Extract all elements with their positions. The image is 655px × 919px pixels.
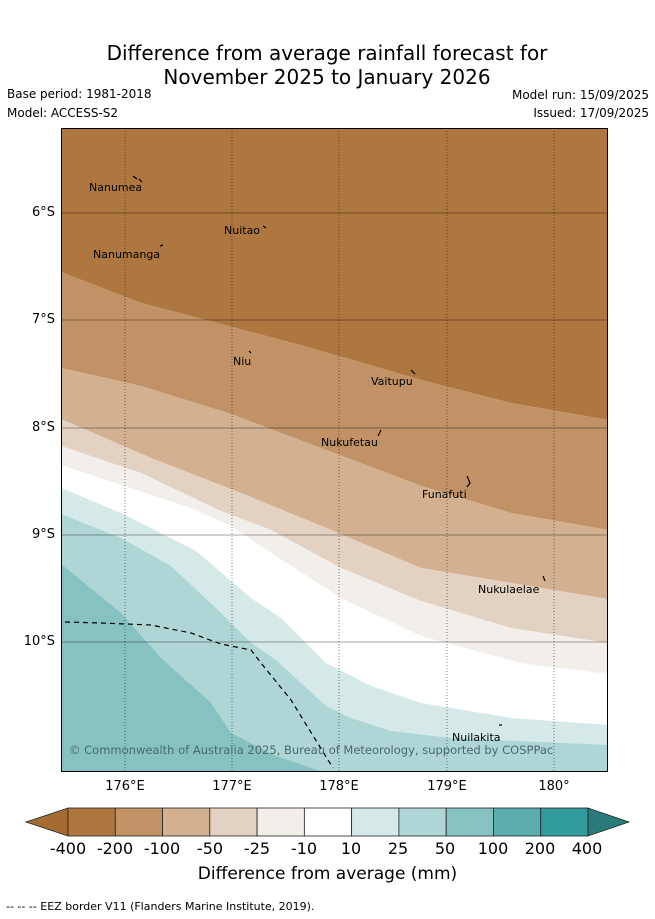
lon-label-178e: 178°E	[319, 779, 359, 794]
base-period: Base period: 1981-2018	[7, 87, 152, 101]
colorbar-tick-400: 400	[571, 839, 603, 858]
nuitao-island	[262, 225, 267, 229]
colorbar-extend-high	[587, 807, 631, 837]
colorbar-tick-10: 10	[340, 839, 362, 858]
lat-label-10s: 10°S	[23, 634, 55, 649]
colorbar-tick-200: 200	[524, 839, 556, 858]
rainfall-map	[61, 128, 608, 772]
place-nuitao: Nuitao	[224, 224, 261, 237]
lon-label-176e: 176°E	[105, 779, 145, 794]
lat-label-8s: 8°S	[31, 420, 55, 435]
title-line-2: November 2025 to January 2026	[163, 65, 491, 89]
colorbar-tick-100: 100	[477, 839, 509, 858]
nanumanga-island	[159, 244, 164, 247]
colorbar-cell	[303, 807, 353, 837]
lon-label-179e: 179°E	[427, 779, 467, 794]
colorbar-cell	[351, 807, 400, 837]
colorbar-cell	[493, 807, 542, 837]
funafuti-island	[466, 475, 471, 488]
place-niu: Niu	[233, 355, 252, 368]
lon-label-180: 180°	[538, 779, 570, 794]
colorbar-cell	[540, 807, 589, 837]
issued-date: Issued: 17/09/2025	[533, 106, 649, 120]
colorbar-tick-minus-100: -100	[143, 839, 181, 858]
colorbar-tick-minus-10: -10	[290, 839, 318, 858]
colorbar-title: Difference from average (mm)	[197, 864, 458, 884]
place-nukufetau: Nukufetau	[321, 436, 378, 449]
colorbar-tick-minus-25: -25	[243, 839, 271, 858]
colorbar-cell	[256, 807, 305, 837]
band-minus-50-to-minus-25	[61, 368, 608, 599]
lat-label-6s: 6°S	[31, 205, 55, 220]
place-nanumea: Nanumea	[89, 181, 143, 194]
colorbar-tick-minus-50: -50	[196, 839, 224, 858]
band-minus-200-to-minus-100	[61, 128, 608, 420]
niu-island	[248, 350, 252, 354]
colorbar-cell	[114, 807, 163, 837]
colorbar-tick-50: 50	[434, 839, 456, 858]
colorbar	[24, 807, 631, 837]
lat-label-9s: 9°S	[31, 527, 55, 542]
colorbar-tick-25: 25	[387, 839, 409, 858]
colorbar-tick-minus-200: -200	[96, 839, 134, 858]
model-name: Model: ACCESS-S2	[7, 106, 119, 120]
band-100-to-200	[61, 564, 323, 772]
colorbar-tick-minus-400: -400	[49, 839, 87, 858]
nukufetau-island	[377, 429, 382, 437]
place-nanumanga: Nanumanga	[93, 248, 161, 261]
band-minus-10-to-10	[61, 446, 608, 674]
band-minus-25-to-minus-10	[61, 419, 608, 643]
colorbar-extend-low	[24, 807, 69, 837]
place-funafuti: Funafuti	[422, 488, 467, 501]
colorbar-cell	[445, 807, 494, 837]
title-line-1: Difference from average rainfall forecas…	[106, 41, 548, 65]
place-nuilakita: Nuilakita	[452, 731, 501, 744]
copyright-notice: © Commonwealth of Australia 2025, Bureau…	[69, 743, 554, 757]
colorbar-cell	[67, 807, 116, 837]
colorbar-cell	[209, 807, 258, 837]
lat-label-7s: 7°S	[31, 312, 55, 327]
colorbar-cell	[398, 807, 447, 837]
eez-border	[64, 621, 334, 769]
place-vaitupu: Vaitupu	[371, 375, 413, 388]
lon-label-177e: 177°E	[212, 779, 252, 794]
nanumea-island	[132, 175, 143, 183]
eez-footnote: -- -- -- EEZ border V11 (Flanders Marine…	[6, 900, 315, 913]
colorbar-cell	[162, 807, 211, 837]
vaitupu-island	[410, 369, 416, 375]
nukulaelae-island	[542, 575, 546, 582]
place-nukulaelae: Nukulaelae	[478, 583, 540, 596]
band-minus-100-to-minus-50	[61, 272, 608, 530]
model-run: Model run: 15/09/2025	[511, 88, 649, 102]
